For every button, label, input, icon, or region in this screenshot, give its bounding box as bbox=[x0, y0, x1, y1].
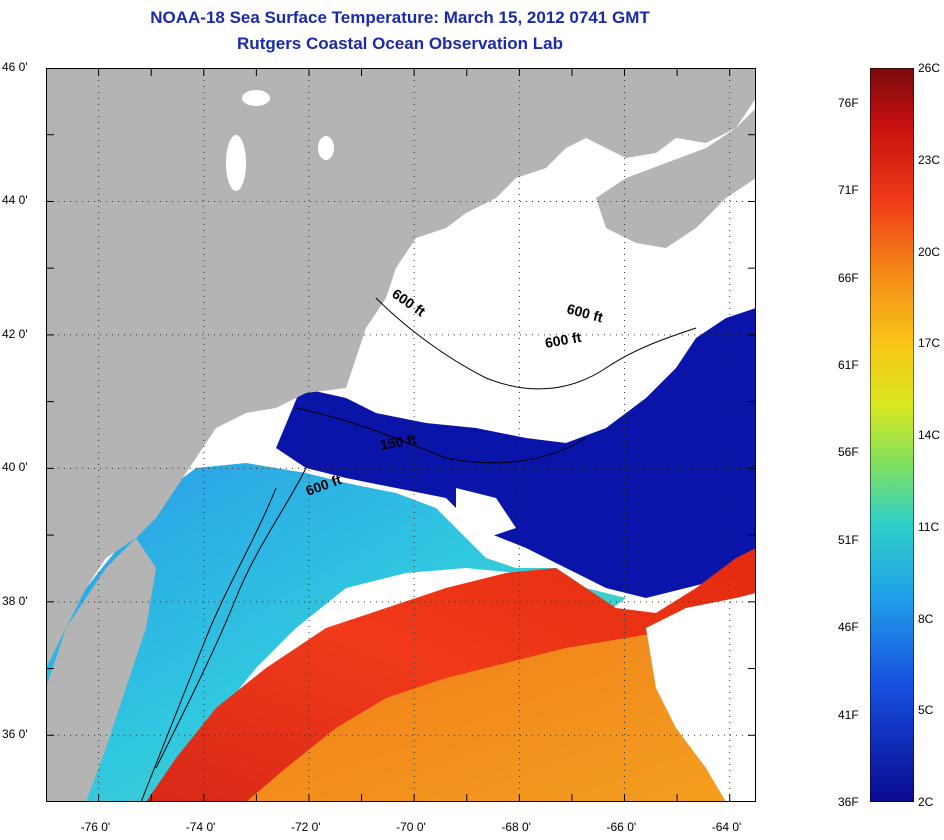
map-frame bbox=[46, 68, 756, 802]
colorbar-fahrenheit-label: 51F bbox=[838, 532, 859, 547]
latitude-label: 36 0' bbox=[2, 727, 28, 742]
depth-contour-line bbox=[140, 487, 277, 802]
contour-label: 150 ft bbox=[379, 431, 418, 453]
colorbar-gradient bbox=[870, 68, 914, 802]
cloud-patch-shelf bbox=[456, 488, 516, 538]
land-mass-northeast bbox=[46, 68, 756, 668]
longitude-label: -72 0' bbox=[290, 820, 321, 834]
latitude-label: 38 0' bbox=[2, 593, 28, 608]
colorbar-fahrenheit-label: 56F bbox=[838, 445, 859, 460]
depth-contour-line bbox=[295, 407, 587, 464]
latitude-label: 40 0' bbox=[2, 460, 28, 475]
warm-slope-water bbox=[246, 613, 756, 802]
snow-patch bbox=[242, 90, 270, 106]
colorbar-fahrenheit-label: 71F bbox=[838, 183, 859, 198]
map-subtitle: Rutgers Coastal Ocean Observation Lab bbox=[237, 34, 563, 53]
graticule bbox=[46, 68, 756, 802]
map-title: NOAA-18 Sea Surface Temperature: March 1… bbox=[150, 8, 650, 27]
temperature-colorbar bbox=[870, 68, 914, 802]
depth-contour-line bbox=[155, 467, 307, 769]
land-mass-delmarva bbox=[46, 538, 156, 802]
latitude-label: 42 0' bbox=[2, 326, 28, 341]
colorbar-celsius-label: 11C bbox=[918, 519, 940, 534]
depth-contour-line bbox=[375, 297, 697, 390]
colorbar-fahrenheit-label: 46F bbox=[838, 620, 859, 635]
longitude-label: -70 0' bbox=[396, 820, 426, 834]
colorbar-fahrenheit-label: 61F bbox=[838, 358, 859, 373]
longitude-label: -64 0' bbox=[711, 820, 742, 834]
map-ticks bbox=[46, 68, 756, 802]
colorbar-celsius-label: 23C bbox=[918, 152, 941, 167]
colorbar-celsius-label: 5C bbox=[918, 703, 934, 718]
colorbar-fahrenheit-label: 36F bbox=[838, 795, 859, 809]
snow-patch bbox=[318, 136, 334, 160]
colorbar-fahrenheit-label: 41F bbox=[838, 707, 859, 722]
colorbar-celsius-label: 14C bbox=[918, 428, 941, 442]
latitude-label: 46 0' bbox=[2, 60, 28, 74]
snow-patch bbox=[226, 135, 246, 191]
colorbar-celsius-label: 8C bbox=[918, 611, 934, 626]
gulf-stream bbox=[146, 548, 756, 802]
cloud-patch-southeast bbox=[646, 593, 756, 802]
colorbar-celsius-label: 26C bbox=[918, 61, 941, 75]
colorbar-celsius-label: 2C bbox=[918, 795, 934, 809]
longitude-label: -74 0' bbox=[185, 820, 216, 834]
cold-water-region bbox=[276, 308, 756, 598]
colorbar-celsius-label: 20C bbox=[918, 244, 941, 259]
colorbar-fahrenheit-label: 66F bbox=[838, 270, 859, 285]
longitude-label: -76 0' bbox=[80, 820, 111, 834]
colorbar-fahrenheit-label: 76F bbox=[838, 95, 859, 110]
sst-map: 600 ft 600 ft 600 ft 150 ft 600 ft bbox=[46, 68, 756, 802]
land-mass-nova-scotia bbox=[596, 108, 756, 248]
longitude-label: -68 0' bbox=[501, 820, 531, 834]
contour-label: 600 ft bbox=[544, 329, 583, 351]
latitude-label: 44 0' bbox=[2, 193, 28, 208]
colorbar-celsius-label: 17C bbox=[918, 336, 941, 351]
longitude-label: -66 0' bbox=[606, 820, 637, 834]
shelf-water-region bbox=[46, 463, 626, 802]
